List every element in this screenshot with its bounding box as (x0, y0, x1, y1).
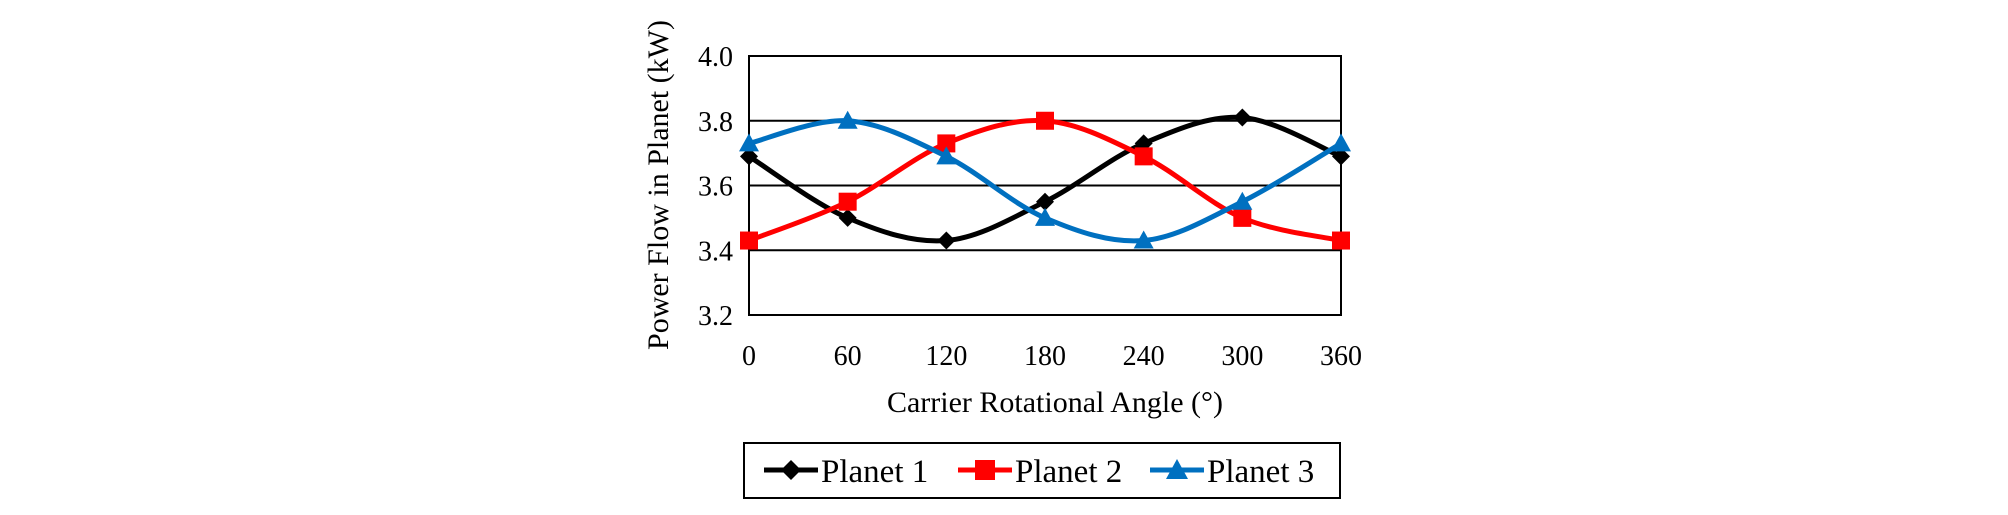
series-planet-2 (740, 111, 1350, 250)
legend-item: Planet 1 (764, 454, 928, 490)
x-tick-label: 60 (834, 341, 862, 372)
y-tick-labels: 3.2 3.4 3.6 3.8 4.0 (698, 42, 733, 332)
data-point-square (1233, 208, 1252, 227)
data-point-triangle (739, 133, 759, 152)
data-point-diamond (838, 208, 857, 227)
data-point-square (1134, 147, 1153, 166)
x-axis-title: Carrier Rotational Angle (°) (887, 386, 1223, 419)
data-point-square (838, 192, 857, 211)
legend-item: Planet 2 (958, 454, 1122, 490)
data-point-diamond (1036, 192, 1054, 211)
x-tick-label: 300 (1221, 341, 1263, 372)
legend-marker-triangle (1166, 459, 1188, 479)
legend-marker-square (975, 460, 995, 480)
y-tick-label: 3.2 (698, 301, 733, 332)
legend-label: Planet 2 (1015, 454, 1122, 490)
data-point-square (937, 134, 956, 153)
legend: Planet 1 Planet 2 Planet 3 (743, 442, 1341, 499)
legend-marker-diamond (781, 460, 801, 480)
data-point-square (1332, 231, 1350, 250)
x-tick-label: 120 (925, 341, 967, 372)
series-group (739, 108, 1351, 250)
x-tick-label: 240 (1123, 341, 1165, 372)
x-tick-label: 180 (1024, 341, 1066, 372)
legend-label: Planet 1 (821, 454, 928, 490)
y-tick-label: 3.6 (698, 172, 733, 203)
series-planet-3 (739, 110, 1351, 249)
y-tick-label: 4.0 (698, 42, 733, 73)
data-point-triangle (837, 110, 858, 129)
data-point-square (740, 231, 758, 250)
y-tick-label: 3.8 (698, 107, 733, 138)
data-point-square (1036, 111, 1054, 130)
data-point-triangle (1035, 207, 1055, 226)
data-point-diamond (1332, 147, 1350, 166)
x-tick-label: 0 (742, 341, 756, 372)
plot-frame (748, 55, 1342, 316)
data-point-triangle (1232, 191, 1253, 210)
legend-item: Planet 3 (1150, 454, 1314, 490)
x-tick-labels: 0 60 120 180 240 300 360 (742, 341, 1362, 372)
data-point-triangle (1331, 133, 1351, 152)
data-point-diamond (937, 231, 956, 250)
legend-label: Planet 3 (1207, 454, 1314, 490)
grid-lines (749, 119, 1341, 252)
legend-box (743, 442, 1341, 499)
y-axis-title: Power Flow in Planet (kW) (642, 20, 675, 350)
x-tick-label: 360 (1320, 341, 1362, 372)
data-point-triangle (1133, 230, 1154, 249)
data-point-triangle (936, 146, 957, 165)
data-point-diamond (1233, 108, 1252, 127)
y-tick-label: 3.4 (698, 236, 733, 267)
data-point-diamond (740, 147, 758, 166)
